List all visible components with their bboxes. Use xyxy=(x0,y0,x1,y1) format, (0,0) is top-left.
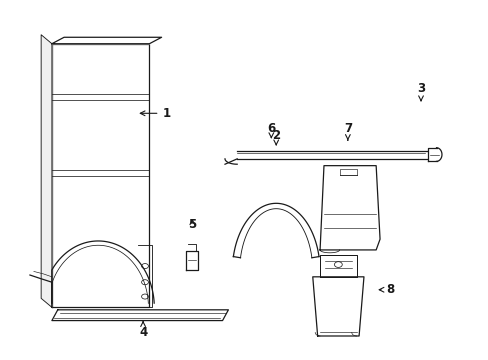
Text: 3: 3 xyxy=(416,82,424,101)
Text: 6: 6 xyxy=(266,122,275,138)
Text: 5: 5 xyxy=(188,218,196,231)
Polygon shape xyxy=(41,35,52,307)
Polygon shape xyxy=(52,37,161,44)
Text: 7: 7 xyxy=(343,122,351,140)
Text: 1: 1 xyxy=(140,107,170,120)
Text: 4: 4 xyxy=(139,322,147,338)
Text: 8: 8 xyxy=(378,283,394,296)
Text: 2: 2 xyxy=(272,129,280,145)
